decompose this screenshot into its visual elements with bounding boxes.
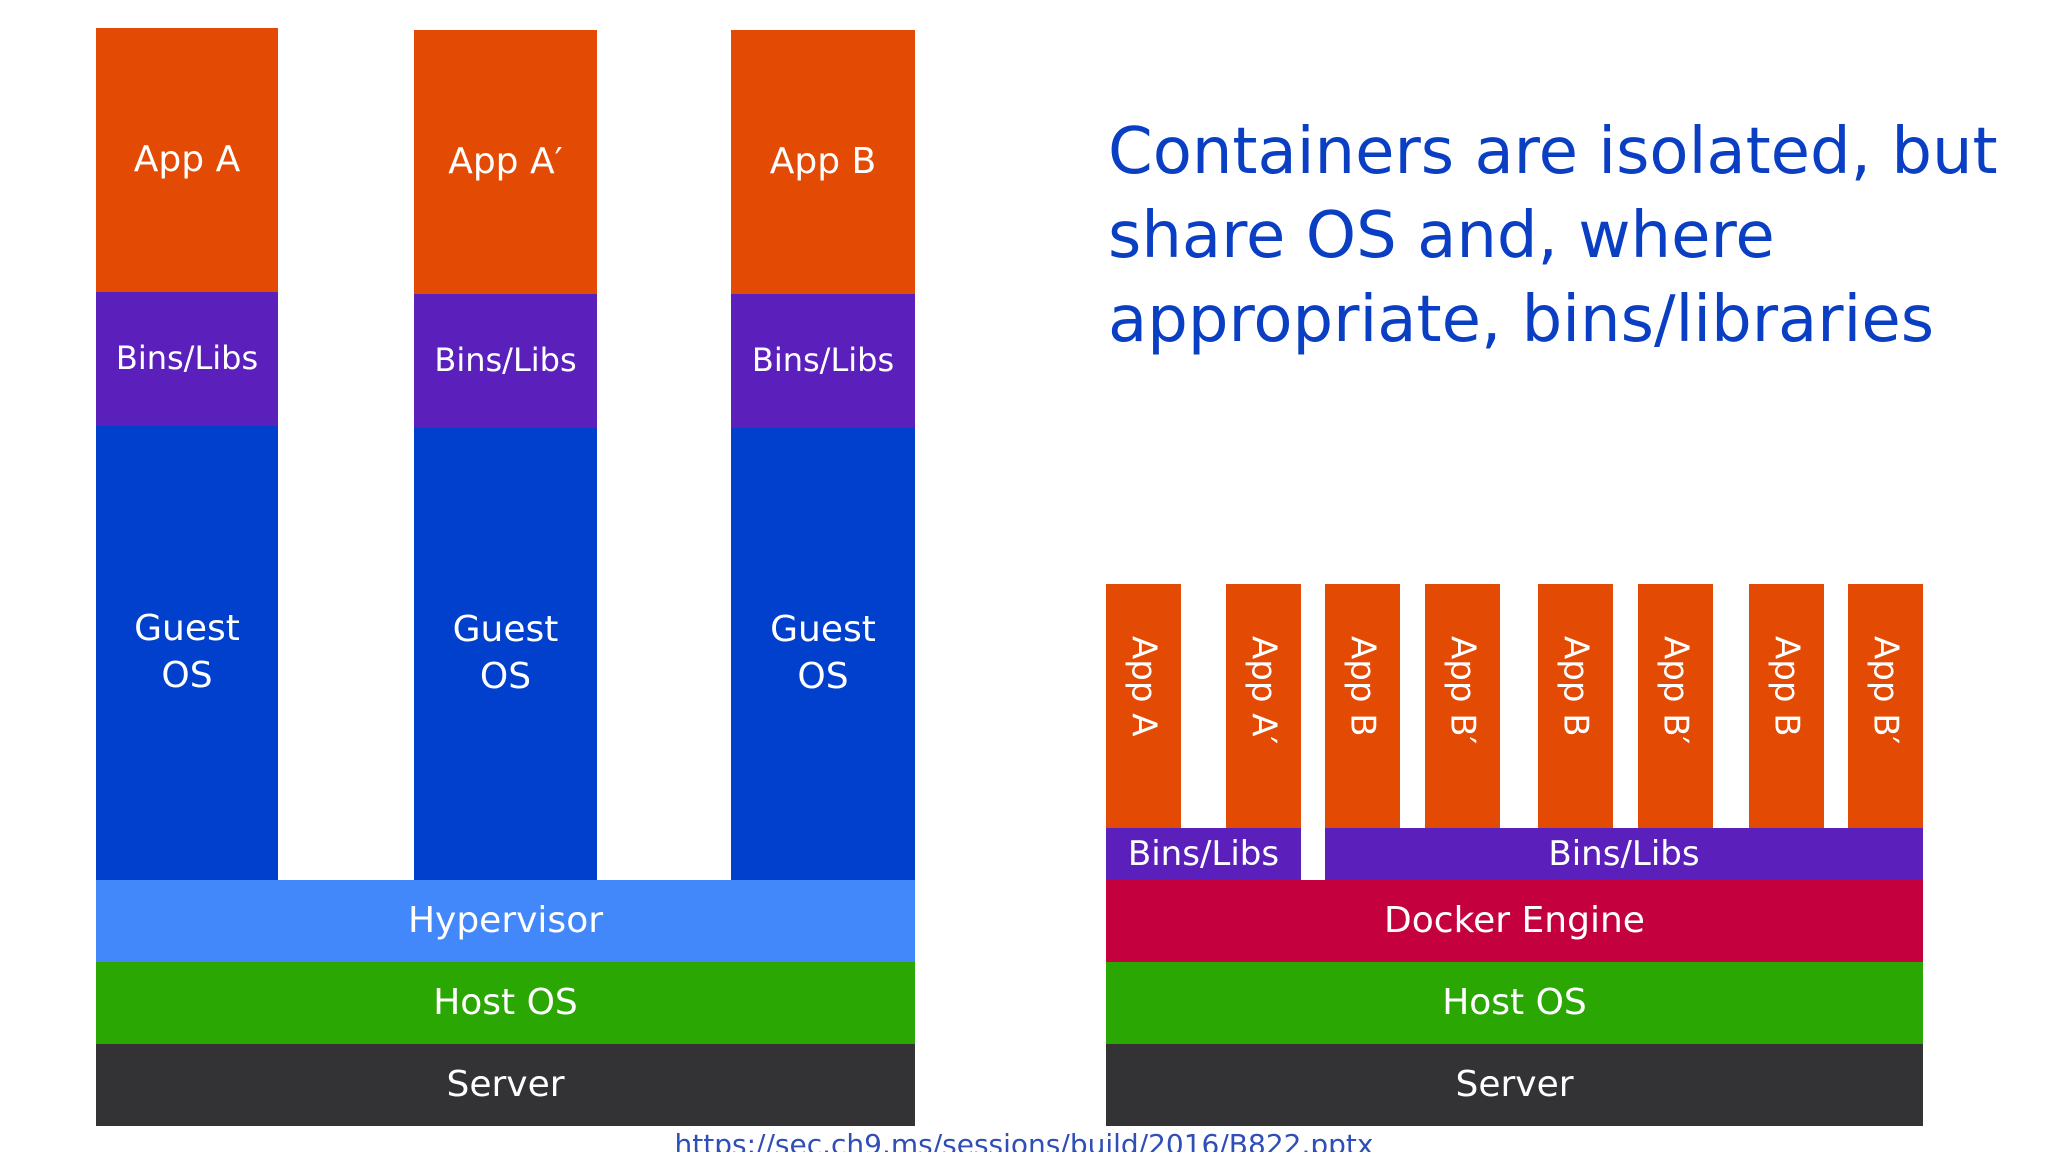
container-server-label: Server (1455, 1063, 1574, 1105)
container-app-label: App B (1766, 636, 1807, 737)
container-host-os-label: Host OS (1442, 981, 1587, 1023)
container-app-label: App A (1123, 636, 1164, 737)
container-app-label: App A′ (1243, 636, 1284, 745)
container-app-label: App B (1342, 636, 1383, 737)
container-app-block: App B (1325, 584, 1400, 828)
vm-app-label: App B (769, 140, 877, 182)
container-server-layer: Server (1106, 1044, 1923, 1126)
vm-bins-libs-block: Bins/Libs (731, 294, 915, 428)
container-app-block: App A′ (1226, 584, 1301, 828)
vm-guest-os-label: Guest OS (770, 609, 876, 697)
container-bins-libs-label: Bins/Libs (1127, 833, 1280, 874)
vm-guest-os-block: Guest OS (96, 426, 278, 880)
container-host-os-layer: Host OS (1106, 962, 1923, 1044)
docker-engine-layer: Docker Engine (1106, 880, 1923, 962)
vm-app-label: App A′ (448, 140, 563, 182)
vm-bins-libs-label: Bins/Libs (434, 341, 577, 380)
container-app-block: App B′ (1425, 584, 1500, 828)
vm-bins-libs-label: Bins/Libs (115, 339, 259, 378)
vm-guest-os-label: Guest OS (452, 609, 559, 697)
container-app-block: App B′ (1848, 584, 1923, 828)
vm-server-label: Server (446, 1063, 565, 1105)
container-bins-libs-left: Bins/Libs (1106, 828, 1301, 880)
vm-app-block: App B (731, 30, 915, 294)
vm-guest-os-block: Guest OS (731, 428, 915, 880)
vm-bins-libs-label: Bins/Libs (751, 341, 895, 380)
vm-host-os-layer: Host OS (96, 962, 915, 1044)
vm-app-block: App A (96, 28, 278, 292)
vm-guest-os-block: Guest OS (414, 428, 597, 880)
container-app-block: App B (1749, 584, 1824, 828)
container-app-block: App B′ (1638, 584, 1713, 828)
vm-app-block: App A′ (414, 30, 597, 294)
container-app-block: App B (1538, 584, 1613, 828)
container-app-label: App B′ (1655, 636, 1696, 745)
hypervisor-label: Hypervisor (407, 899, 604, 941)
container-app-label: App B′ (1865, 636, 1906, 745)
headline: Containers are isolated, but share OS an… (1108, 115, 1998, 357)
vm-guest-os-label: Guest OS (134, 608, 240, 696)
docker-engine-label: Docker Engine (1384, 899, 1645, 941)
container-app-block: App A (1106, 584, 1181, 828)
vm-host-os-label: Host OS (433, 981, 578, 1023)
vm-app-label: App A (133, 138, 241, 180)
container-app-label: App B′ (1442, 636, 1483, 745)
source-link[interactable]: https://sec.ch9.ms/sessions/build/2016/B… (674, 1128, 1374, 1152)
hypervisor-layer: Hypervisor (96, 880, 915, 962)
vm-bins-libs-block: Bins/Libs (414, 294, 597, 428)
container-bins-libs-label: Bins/Libs (1548, 833, 1700, 874)
vm-server-layer: Server (96, 1044, 915, 1126)
vm-bins-libs-block: Bins/Libs (96, 292, 278, 426)
container-app-label: App B (1555, 636, 1596, 737)
container-bins-libs-right: Bins/Libs (1325, 828, 1923, 880)
